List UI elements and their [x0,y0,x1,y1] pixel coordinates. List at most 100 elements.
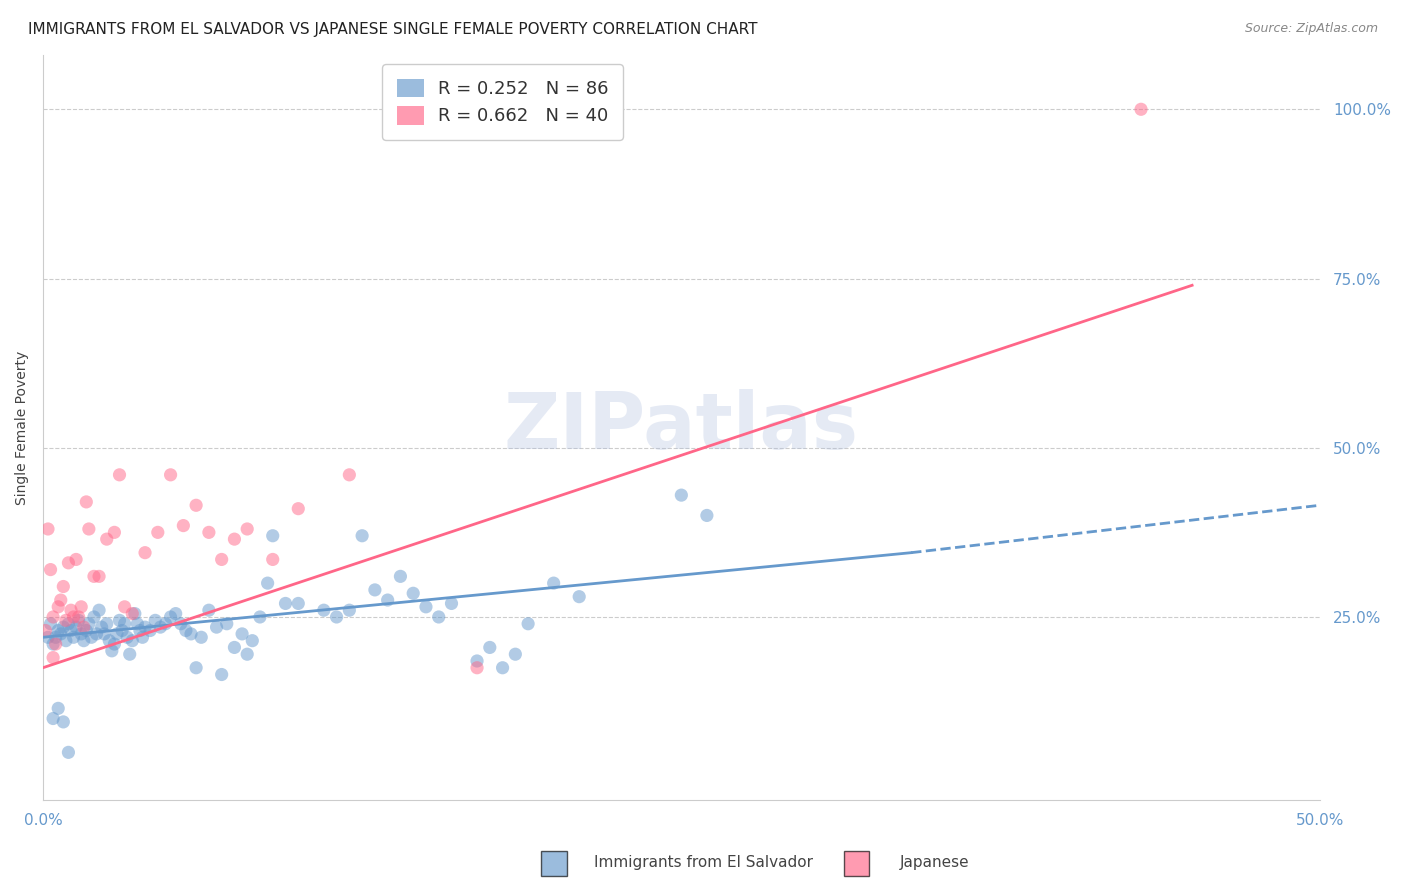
Point [146,525,169,540]
Point [46,599,69,614]
Point [402,586,425,600]
Point [124,607,146,621]
Point [67,613,90,627]
Point [90,620,112,634]
Point [205,620,228,634]
Point [105,627,128,641]
Point [67,610,90,624]
Point [115,630,138,644]
Point [45,630,67,644]
Point [37,630,59,644]
Point [34,624,56,638]
Point [75,624,97,638]
Point [211,667,233,681]
Point [77,522,100,536]
Point [134,546,156,560]
Point [62,610,84,624]
Point [87,569,110,583]
Point [96,532,118,546]
Point [59,603,82,617]
Point [73,620,96,634]
Point [131,630,153,644]
Point [352,529,374,543]
Point [73,633,96,648]
Point [427,610,450,624]
Point [86,627,108,641]
Point [337,467,360,482]
Y-axis label: Single Female Poverty: Single Female Poverty [15,351,30,505]
Point [505,647,527,661]
Point [42,637,65,651]
Point [256,576,278,591]
Point [465,661,488,675]
Point [87,603,110,617]
Point [98,633,121,648]
Point [671,488,693,502]
Text: Japanese: Japanese [900,855,970,870]
Point [39,563,62,577]
Point [1130,103,1153,117]
Point [65,552,87,566]
Point [568,590,591,604]
Point [52,620,75,634]
Point [224,640,246,655]
Point [58,556,80,570]
Point [139,624,162,638]
Point [52,580,75,594]
Point [274,597,297,611]
Point [478,640,501,655]
Point [543,576,565,591]
Point [62,630,84,644]
Point [96,616,118,631]
Point [377,593,399,607]
Point [184,498,207,512]
Point [465,654,488,668]
Point [108,467,131,482]
Point [198,603,221,617]
Point [159,467,181,482]
Point [42,650,65,665]
Point [77,616,100,631]
Point [42,610,65,624]
Point [262,552,284,566]
Point [70,627,93,641]
Point [249,610,271,624]
Point [42,712,65,726]
Point [114,616,136,631]
Point [236,522,259,536]
Point [170,616,193,631]
Point [121,633,143,648]
Point [224,532,246,546]
Point [111,624,134,638]
Point [103,525,125,540]
Point [364,582,387,597]
Point [46,624,69,638]
Point [39,616,62,631]
Point [517,616,540,631]
Point [134,620,156,634]
Point [93,627,115,641]
Point [491,661,513,675]
Text: Immigrants from El Salvador: Immigrants from El Salvador [593,855,813,870]
Point [101,644,124,658]
Point [287,501,309,516]
Point [236,647,259,661]
Point [262,529,284,543]
Point [180,627,202,641]
Point [389,569,412,583]
Point [118,647,141,661]
Point [325,610,347,624]
Point [165,607,187,621]
Text: Source: ZipAtlas.com: Source: ZipAtlas.com [1244,22,1378,36]
Point [59,624,82,638]
Point [174,624,197,638]
Point [127,616,149,631]
Point [143,613,166,627]
Point [215,616,238,631]
Point [49,627,72,641]
Point [108,613,131,627]
Point [184,661,207,675]
Point [159,610,181,624]
Point [312,603,335,617]
Point [58,745,80,759]
